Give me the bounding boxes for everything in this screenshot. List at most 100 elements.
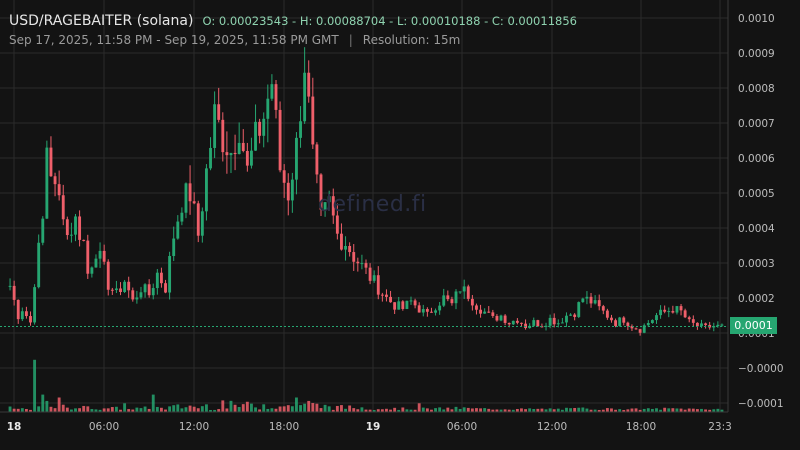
candle-body bbox=[82, 239, 86, 241]
candle-body bbox=[12, 285, 16, 300]
y-tick-label: −0.0000 bbox=[738, 363, 784, 375]
volume-bar bbox=[462, 407, 466, 412]
volume-bar bbox=[393, 407, 397, 412]
volume-bar bbox=[560, 409, 564, 412]
candle bbox=[127, 276, 131, 298]
candle-body bbox=[278, 109, 282, 171]
candle-body bbox=[327, 196, 331, 203]
candle bbox=[610, 314, 613, 323]
volume-bar bbox=[597, 409, 601, 412]
volume-bar bbox=[385, 408, 388, 412]
candle bbox=[511, 320, 515, 326]
volume-bar bbox=[282, 406, 286, 412]
volume-bar bbox=[695, 409, 699, 412]
candle bbox=[687, 315, 691, 323]
candle-body bbox=[16, 299, 20, 320]
x-tick-label: 06:00 bbox=[447, 421, 477, 433]
candle-body bbox=[720, 324, 724, 326]
volume-bar bbox=[368, 409, 372, 412]
candle-body bbox=[573, 314, 577, 317]
volume-bar bbox=[192, 406, 196, 412]
volume-bar bbox=[675, 408, 679, 412]
candle-body bbox=[597, 300, 601, 307]
candle bbox=[646, 320, 650, 328]
candle bbox=[147, 279, 151, 298]
candle-body bbox=[446, 295, 450, 300]
volume-bar bbox=[716, 408, 720, 412]
candle-body bbox=[61, 195, 65, 220]
volume-bar bbox=[200, 406, 204, 412]
volume-bar bbox=[687, 408, 691, 412]
volume-bar bbox=[466, 407, 470, 412]
candle-body bbox=[634, 328, 638, 330]
volume-bar bbox=[650, 408, 654, 412]
candle-body bbox=[458, 291, 462, 293]
candle bbox=[41, 216, 45, 246]
volume-bar bbox=[585, 408, 589, 412]
candle-body bbox=[94, 258, 98, 268]
volume-bar bbox=[57, 397, 61, 412]
candle-body bbox=[254, 121, 257, 151]
candle bbox=[528, 323, 532, 329]
candle bbox=[241, 129, 245, 153]
volume-bar bbox=[503, 409, 507, 412]
volume-bar bbox=[380, 409, 384, 412]
candle bbox=[65, 216, 69, 240]
volume-bar bbox=[642, 408, 646, 412]
candle bbox=[131, 287, 135, 302]
volume-bar bbox=[53, 408, 57, 412]
candle-body bbox=[421, 309, 425, 313]
volume-bar bbox=[630, 408, 634, 412]
x-tick-label: 23:3 bbox=[708, 421, 732, 433]
volume-bar bbox=[528, 408, 532, 412]
volume-bar bbox=[352, 408, 356, 412]
volume-bar bbox=[708, 409, 712, 412]
candle-body bbox=[159, 272, 163, 284]
candle-body bbox=[41, 218, 45, 243]
volume-bar bbox=[49, 406, 53, 412]
volume-bar bbox=[515, 409, 519, 412]
volume-bar bbox=[184, 407, 188, 412]
candle-body bbox=[65, 219, 69, 236]
candle bbox=[274, 79, 278, 119]
x-tick-label: 12:00 bbox=[179, 421, 209, 433]
candle bbox=[155, 268, 159, 295]
candle bbox=[622, 316, 626, 326]
candle bbox=[618, 316, 622, 327]
candle bbox=[577, 301, 581, 319]
volume-bar bbox=[409, 409, 413, 412]
volume-bar bbox=[143, 406, 147, 412]
volume-bar bbox=[331, 409, 335, 412]
volume-bar bbox=[610, 408, 613, 412]
volume-bar bbox=[155, 406, 159, 412]
volume-bars bbox=[8, 359, 724, 412]
volume-bar bbox=[290, 406, 294, 412]
candle-body bbox=[102, 250, 106, 262]
volume-bar bbox=[131, 409, 135, 412]
candle bbox=[213, 91, 217, 159]
volume-bar bbox=[569, 408, 573, 412]
separator: | bbox=[348, 33, 353, 47]
candle-body bbox=[524, 323, 527, 329]
candle-body bbox=[123, 281, 127, 293]
candle-body bbox=[307, 72, 311, 97]
candle-body bbox=[205, 168, 208, 212]
candle bbox=[479, 304, 482, 318]
volume-bar bbox=[601, 409, 605, 412]
candle-body bbox=[655, 315, 658, 321]
candle bbox=[49, 136, 53, 177]
candle bbox=[630, 324, 634, 331]
candle-body bbox=[258, 121, 262, 136]
candle-body bbox=[209, 147, 212, 169]
candle bbox=[544, 322, 548, 331]
volume-bar bbox=[335, 405, 339, 412]
candle bbox=[221, 112, 225, 162]
y-tick-label: 0.0008 bbox=[738, 83, 775, 95]
candle-body bbox=[323, 202, 327, 210]
volume-bar bbox=[376, 409, 380, 412]
candle-body bbox=[372, 275, 376, 281]
volume-bar bbox=[299, 405, 302, 412]
y-tick-label: 0.0004 bbox=[738, 223, 775, 235]
candle bbox=[532, 317, 536, 327]
